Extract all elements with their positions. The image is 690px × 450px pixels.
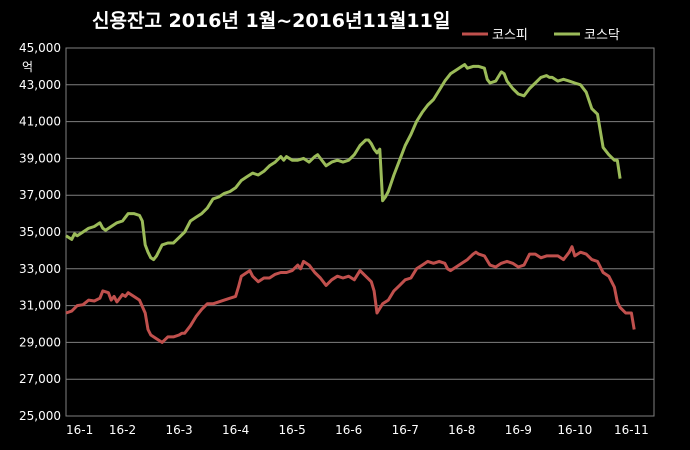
legend-label-kosdaq: 코스닥 bbox=[584, 28, 620, 43]
series-lines bbox=[65, 63, 636, 344]
y-tick-label: 39,000 bbox=[19, 151, 61, 165]
x-tick-label: 16-2 bbox=[109, 423, 136, 437]
y-tick-label: 27,000 bbox=[19, 372, 61, 386]
chart-title: 신용잔고 2016년 1월~2016년11월11일 bbox=[92, 10, 450, 32]
x-tick-label: 16-11 bbox=[614, 423, 649, 437]
x-tick-label: 16-1 bbox=[66, 423, 93, 437]
y-tick-label: 43,000 bbox=[19, 78, 61, 92]
y-tick-label: 41,000 bbox=[19, 115, 61, 129]
y-tick-label: 35,000 bbox=[19, 225, 61, 239]
x-tick-label: 16-4 bbox=[222, 423, 249, 437]
x-tick-label: 16-10 bbox=[557, 423, 592, 437]
y-axis-ticks: 25,000 27,000 29,000 31,000 33,000 35,000 37,0… bbox=[19, 41, 61, 423]
series-line-kosdaq bbox=[65, 63, 622, 262]
y-tick-label: 31,000 bbox=[19, 299, 61, 313]
x-tick-label: 16-8 bbox=[448, 423, 475, 437]
y-tick-label: 37,000 bbox=[19, 188, 61, 202]
grid-lines bbox=[66, 84, 654, 380]
y-tick-label: 25,000 bbox=[19, 409, 61, 423]
x-tick-label: 16-7 bbox=[392, 423, 419, 437]
y-tick-label: 33,000 bbox=[19, 262, 61, 276]
x-tick-label: 16-5 bbox=[279, 423, 306, 437]
x-axis-ticks: 16-1 16-2 16-3 16-4 16-5 16-6 16-7 16-8 16-9 16-1… bbox=[66, 423, 649, 437]
x-tick-label: 16-6 bbox=[335, 423, 362, 437]
legend-label-kospi: 코스피 bbox=[492, 28, 528, 43]
y-tick-label: 29,000 bbox=[19, 335, 61, 349]
x-tick-label: 16-9 bbox=[505, 423, 532, 437]
x-tick-label: 16-3 bbox=[165, 423, 192, 437]
series-line-kospi bbox=[65, 245, 636, 344]
y-tick-label: 45,000 bbox=[19, 41, 61, 55]
y-axis-unit-label: 억 bbox=[22, 60, 33, 74]
legend: 코스피 코스닥 bbox=[462, 28, 620, 43]
